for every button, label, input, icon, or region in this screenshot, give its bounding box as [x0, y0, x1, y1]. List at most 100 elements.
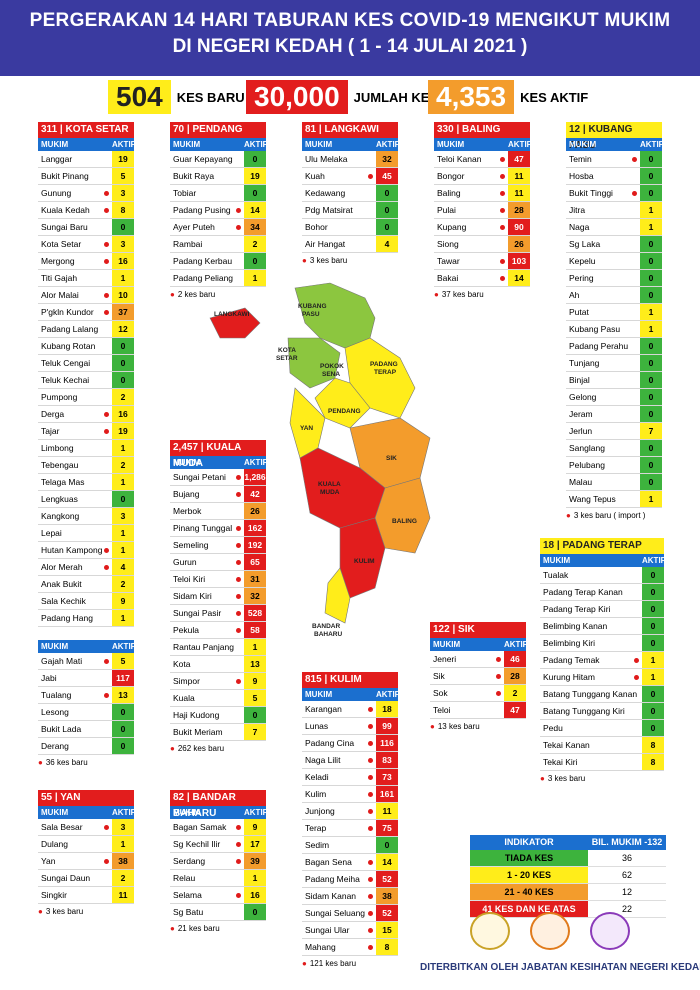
table-row: Yan 38 [38, 853, 134, 870]
col-aktif-label: AKTIF [376, 690, 400, 699]
mukim-name: Relau [173, 873, 196, 883]
kedah-map: LANGKAWI KUBANG PASU KOTA SETAR POKOK SE… [209, 282, 431, 638]
table-row: Serdang 39 [170, 853, 266, 870]
col-mukim-label: MUKIM [173, 808, 201, 817]
aktif-value: 0 [642, 618, 664, 634]
mukim-name: Bagan Sena [302, 854, 376, 870]
table-row: Belimbing Kanan 0 [540, 618, 664, 635]
table-row: Tualang 13 [38, 687, 134, 704]
new-case-dot-icon [236, 859, 241, 864]
new-case-dot-icon [104, 693, 109, 698]
new-case-dot-icon [104, 242, 109, 247]
new-case-dot-icon [104, 429, 109, 434]
col-mukim-label: MUKIM [305, 140, 333, 149]
table-row: Sungai Baru 0 [38, 219, 134, 236]
new-case-dot-icon [496, 657, 501, 662]
table-row: Kuala Kedah 8 [38, 202, 134, 219]
mukim-name: Tawar [434, 253, 508, 269]
map-label-kuala-muda-2: MUDA [320, 489, 340, 496]
mukim-name: Tekai Kanan [543, 740, 590, 750]
mukim-name: Kepelu [569, 256, 596, 266]
table-row: Belimbing Kiri 0 [540, 635, 664, 652]
aktif-value: 18 [376, 701, 398, 717]
mukim-name: Rantau Panjang [173, 642, 234, 652]
panel-title: 82 | BANDAR BAHARU [170, 790, 266, 819]
mukim-name: Teloi Kanan [434, 151, 508, 167]
mukim-name: Kedawang [305, 188, 346, 198]
mukim-name: Karangan [302, 701, 376, 717]
table-row: Haji Kudong 0 [170, 707, 266, 724]
mukim-name: Belimbing Kiri [543, 638, 595, 648]
table-row: Gunung 3 [38, 185, 134, 202]
panel-title: 122 | SIK [430, 622, 526, 638]
mukim-name: Sok [430, 685, 504, 701]
aktif-value: 1 [112, 474, 134, 490]
mukim-name: Jeram [569, 409, 593, 419]
table-row: Derga 16 [38, 406, 134, 423]
aktif-value: 1 [244, 639, 266, 655]
aktif-value: 13 [244, 656, 266, 672]
mukim-name: Semeling [170, 537, 244, 553]
mukim-name: Hosba [569, 171, 594, 181]
aktif-value: 65 [244, 554, 266, 570]
logos-row [470, 912, 630, 950]
panel-title: 70 | PENDANG [170, 122, 266, 138]
new-cases-note: 13 kes baru [430, 722, 526, 731]
aktif-value: 16 [112, 406, 134, 422]
mukim-name: Malau [569, 477, 593, 487]
new-case-dot-icon [634, 675, 639, 680]
table-row: Bagan Samak 9 [170, 819, 266, 836]
col-mukim-label: MUKIM [41, 808, 69, 817]
new-cases-label: KES BARU [176, 89, 245, 105]
aktif-value: 1 [642, 652, 664, 668]
panel-title: 81 | LANGKAWI [302, 122, 398, 138]
aktif-value: 0 [642, 686, 664, 702]
aktif-value: 4 [376, 236, 398, 252]
table-row: Hosba 0 [566, 168, 662, 185]
mukim-name: Padang Terap Kanan [543, 587, 623, 597]
mukim-name: Bukit Raya [173, 171, 215, 181]
legend-count: 22 [621, 904, 632, 914]
mukim-name: P'gkln Kundor [38, 304, 112, 320]
new-case-dot-icon [236, 679, 241, 684]
aktif-value: 37 [112, 304, 134, 320]
table-row: Pdg Matsirat 0 [302, 202, 398, 219]
legend-col-indikator: INDIKATOR [504, 837, 554, 847]
aktif-value: 12 [112, 321, 134, 337]
aktif-value: 0 [640, 151, 662, 167]
table-row: Batang Tunggang Kanan 0 [540, 686, 664, 703]
panel-column-header: MUKIM AKTIF [434, 138, 532, 151]
panel-column-header: MUKIM AKTIF [302, 688, 400, 701]
aktif-value: 116 [376, 735, 398, 751]
table-row: Sidam Kanan 38 [302, 888, 398, 905]
aktif-value: 13 [112, 687, 134, 703]
aktif-value: 2 [504, 685, 526, 701]
new-case-dot-icon [632, 157, 637, 162]
panel-column-header: MUKIM AKTIF [170, 138, 268, 151]
mukim-name: Jitra [569, 205, 586, 215]
table-row: Temin 0 [566, 151, 662, 168]
table-row: Guar Kepayang 0 [170, 151, 266, 168]
mukim-name: Jabi [41, 673, 57, 683]
aktif-value: 32 [376, 151, 398, 167]
table-row: Teluk Cengai 0 [38, 355, 134, 372]
panel-kuala-muda: 2,457 | KUALA MUDA MUKIM AKTIF Sungai Petan… [170, 440, 268, 753]
mukim-name: Bongor [434, 168, 508, 184]
table-row: Rambai 2 [170, 236, 266, 253]
table-row: Bukit Tinggi 0 [566, 185, 662, 202]
aktif-value: 0 [112, 491, 134, 507]
panel-kota-setar: 311 | KOTA SETAR MUKIM AKTIF Langgar 19 Bukit… [38, 122, 136, 627]
mukim-name: Temin [566, 151, 640, 167]
table-row: Teloi Kiri 31 [170, 571, 266, 588]
table-row: Merbok 26 [170, 503, 266, 520]
mukim-name: Pekula [170, 622, 244, 638]
mukim-name: Sanglang [569, 443, 605, 453]
mukim-name: Kuala Kedah [38, 202, 112, 218]
new-case-dot-icon [236, 825, 241, 830]
aktif-value: 75 [376, 820, 398, 836]
table-row: Bukit Meriam 7 [170, 724, 266, 741]
mukim-name: Bakai [434, 270, 508, 286]
mukim-name: Jerlun [569, 426, 593, 436]
aktif-value: 58 [244, 622, 266, 638]
panel-title: 815 | KULIM [302, 672, 398, 688]
